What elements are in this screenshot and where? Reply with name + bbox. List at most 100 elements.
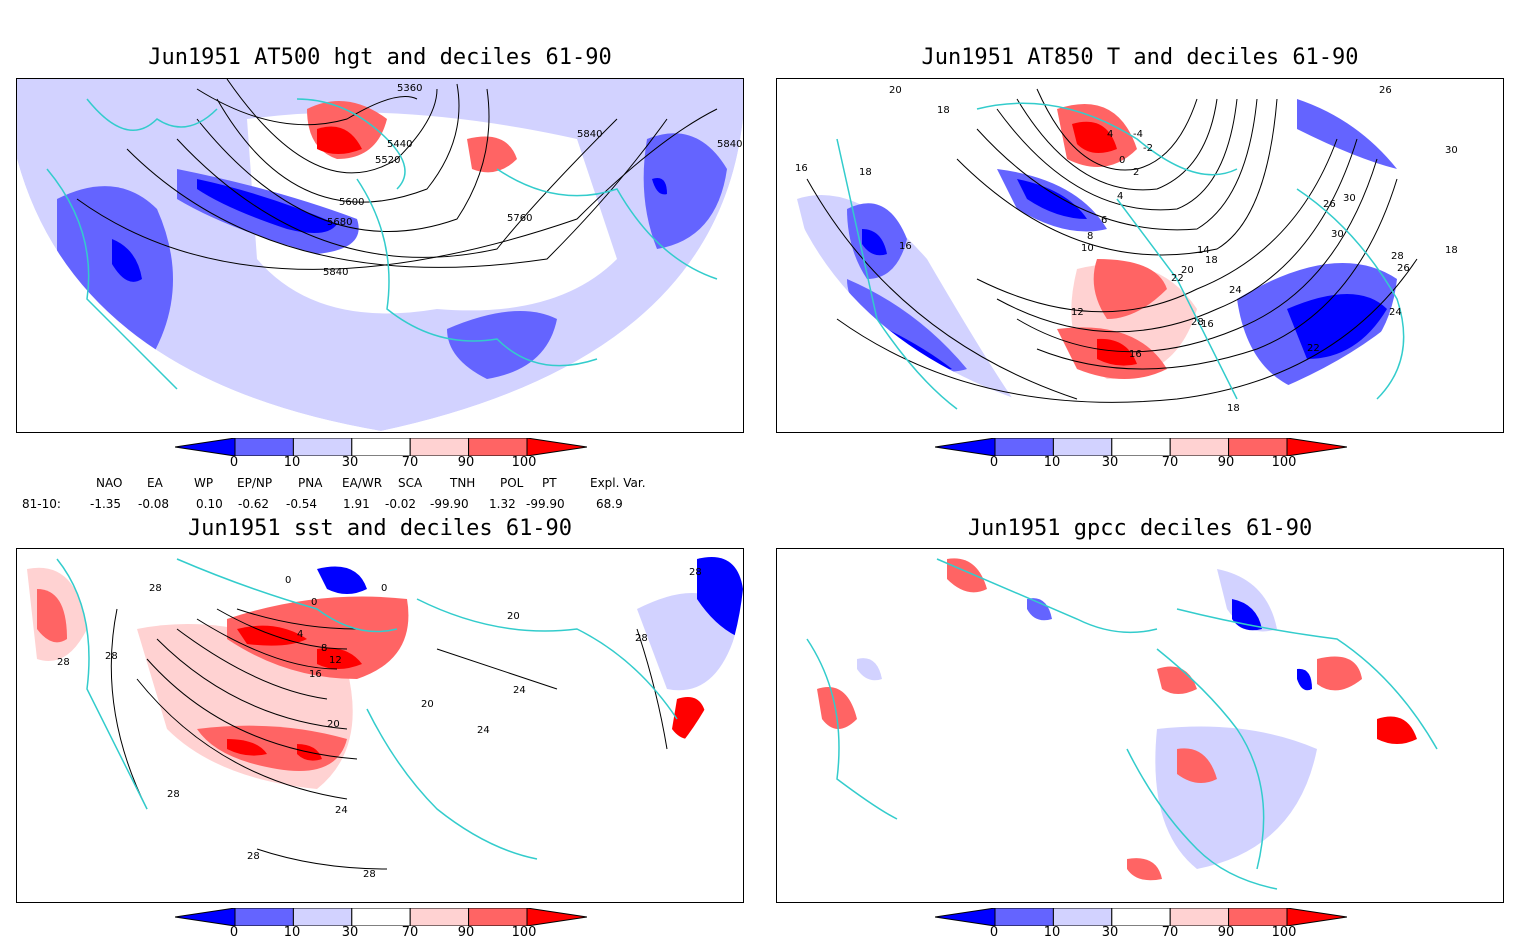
colorbar-label: 90 bbox=[1217, 455, 1235, 470]
colorbar-segment bbox=[1169, 438, 1230, 456]
contour-label: 28 bbox=[167, 789, 180, 800]
map-gpcc-svg bbox=[777, 549, 1503, 901]
outside-hemisphere-left bbox=[17, 629, 381, 901]
pos-west bbox=[37, 589, 67, 643]
colorbar-label: 100 bbox=[511, 925, 537, 940]
index-header-pt: PT bbox=[542, 476, 557, 490]
colorbar-top-right bbox=[935, 438, 1347, 456]
contour-label: 24 bbox=[477, 725, 490, 736]
index-value-pol: 1.32 bbox=[489, 497, 516, 511]
contour-label: 14 bbox=[1197, 245, 1210, 256]
outside-hemisphere-left bbox=[17, 159, 381, 431]
colorbar-segment bbox=[1111, 908, 1171, 926]
colorbar-segment bbox=[409, 438, 470, 456]
contour-label: 24 bbox=[513, 685, 526, 696]
contour-label: 24 bbox=[335, 805, 348, 816]
index-header-sca: SCA bbox=[398, 476, 423, 490]
outside-hemisphere-right bbox=[1141, 119, 1503, 431]
neutral-area bbox=[247, 112, 617, 314]
neg-patch-east bbox=[1297, 668, 1312, 691]
contour-label: 5680 bbox=[327, 217, 353, 228]
panel-title-hgt: Jun1951 AT500 hgt and deciles 61-90 bbox=[148, 45, 612, 70]
colorbar-label: 70 bbox=[1161, 925, 1179, 940]
colorbar-bottom-left bbox=[175, 908, 587, 926]
index-header-nao: NAO bbox=[96, 476, 123, 490]
colorbar-segment bbox=[526, 908, 587, 926]
index-value-pna: -0.54 bbox=[286, 497, 318, 511]
contour-label: 20 bbox=[327, 719, 340, 730]
pos-anomaly-east bbox=[467, 136, 517, 173]
index-value-nao: -1.35 bbox=[90, 497, 122, 511]
contour-label: 0 bbox=[285, 575, 292, 586]
contour-label: 4 bbox=[297, 629, 304, 640]
contour-label: 5600 bbox=[339, 197, 365, 208]
colorbar-top-left bbox=[175, 438, 587, 456]
index-header-ea: EA bbox=[147, 476, 163, 490]
colorbar-segment bbox=[234, 908, 294, 926]
neg-anomaly-strong-east bbox=[652, 178, 667, 195]
map-t850-svg bbox=[777, 79, 1503, 431]
contour-label: 0 bbox=[311, 597, 318, 608]
colorbar-segment bbox=[409, 908, 470, 926]
index-value-sca: -0.02 bbox=[385, 497, 417, 511]
colorbar-segment bbox=[1228, 908, 1288, 926]
panel-title-sst: Jun1951 sst and deciles 61-90 bbox=[187, 516, 573, 541]
colorbar-segment bbox=[468, 908, 528, 926]
colorbar-label: 0 bbox=[989, 925, 999, 940]
contour-label: 22 bbox=[1307, 343, 1320, 354]
colorbar-label: 100 bbox=[1271, 455, 1297, 470]
contour-label: 0 bbox=[381, 583, 388, 594]
colorbar-label: 30 bbox=[1101, 925, 1119, 940]
colorbar-label: 70 bbox=[401, 455, 419, 470]
map-sst-svg bbox=[17, 549, 743, 901]
contour-label: 24 bbox=[1389, 307, 1402, 318]
panel-title-t850: Jun1951 AT850 T and deciles 61-90 bbox=[921, 45, 1359, 70]
colorbar-segment bbox=[175, 438, 236, 456]
contour-label: 16 bbox=[899, 241, 912, 252]
contour-label: 30 bbox=[1343, 193, 1356, 204]
contour-label: 16 bbox=[309, 669, 322, 680]
colorbar-label: 90 bbox=[457, 925, 475, 940]
contour-label: 20 bbox=[1181, 265, 1194, 276]
temperature-contours bbox=[806, 88, 1418, 403]
contour-label: 20 bbox=[507, 611, 520, 622]
contour-label: 4 bbox=[1117, 191, 1124, 202]
contour-label: 16 bbox=[795, 163, 808, 174]
outside-hemisphere-right bbox=[1141, 589, 1503, 901]
colorbar-segment bbox=[1286, 438, 1347, 456]
pos-patch-central bbox=[1157, 666, 1197, 694]
contour-label: 5440 bbox=[387, 139, 413, 150]
colorbar-segment bbox=[234, 438, 294, 456]
contour-label: 5520 bbox=[375, 155, 401, 166]
index-header-wp: WP bbox=[194, 476, 214, 490]
contour-label: 5360 bbox=[397, 83, 423, 94]
index-header-tnh: TNH bbox=[450, 476, 476, 490]
contour-label: -4 bbox=[1133, 129, 1143, 140]
contour-label: 28 bbox=[689, 567, 702, 578]
panel-title-gpcc: Jun1951 gpcc deciles 61-90 bbox=[967, 516, 1313, 541]
colorbar-segment bbox=[292, 908, 353, 926]
colorbar-label: 30 bbox=[341, 925, 359, 940]
colorbar-segment bbox=[526, 438, 587, 456]
pos-anomaly-strong-north bbox=[317, 126, 362, 154]
colorbar-label: 70 bbox=[401, 925, 419, 940]
contour-label: 28 bbox=[149, 583, 162, 594]
colorbar-segment bbox=[935, 908, 996, 926]
coastlines bbox=[806, 558, 1438, 890]
contour-label: 18 bbox=[1227, 403, 1240, 414]
colorbar-segment bbox=[1169, 908, 1230, 926]
contour-label: 20 bbox=[421, 699, 434, 710]
outside-hemisphere-left bbox=[777, 159, 1141, 431]
colorbar-segment bbox=[1052, 438, 1113, 456]
map-hgt-svg bbox=[17, 79, 743, 431]
colorbar-segment bbox=[292, 438, 353, 456]
coastlines bbox=[836, 102, 1405, 410]
contour-label: 18 bbox=[859, 167, 872, 178]
map-panel-hgt: 5360 5440 5520 5600 5680 5760 5840 5840 … bbox=[16, 78, 744, 433]
contour-label: 18 bbox=[1205, 255, 1218, 266]
colorbar-label: 10 bbox=[1043, 925, 1061, 940]
neg-southwest bbox=[847, 279, 967, 372]
colorbar-label: 100 bbox=[1271, 925, 1297, 940]
coastlines bbox=[46, 98, 718, 390]
pos-patch-south-far bbox=[1127, 858, 1162, 881]
